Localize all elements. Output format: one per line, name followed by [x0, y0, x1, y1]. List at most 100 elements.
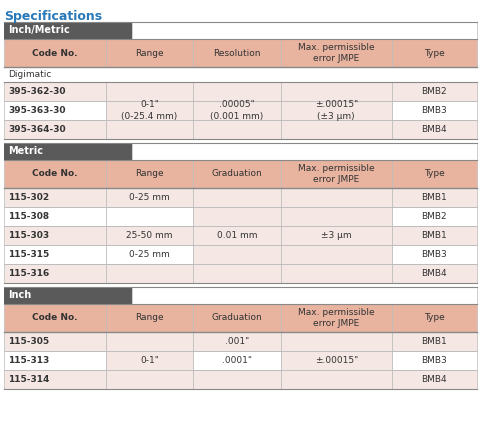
Bar: [193, 370, 280, 389]
Bar: [106, 304, 193, 332]
Bar: [4, 304, 106, 332]
Bar: [106, 160, 193, 188]
Text: Specifications: Specifications: [4, 10, 102, 23]
Bar: [280, 332, 391, 351]
Bar: [106, 39, 193, 67]
Text: 0-25 mm: 0-25 mm: [129, 250, 169, 259]
Text: BMB3: BMB3: [420, 106, 446, 115]
Bar: [280, 226, 391, 245]
Bar: [193, 245, 280, 264]
Bar: [193, 332, 280, 351]
Bar: [4, 160, 106, 188]
Text: Code No.: Code No.: [32, 314, 77, 323]
Text: 115-308: 115-308: [8, 212, 49, 221]
Bar: [280, 39, 391, 67]
Bar: [4, 332, 106, 351]
Bar: [132, 143, 476, 160]
Text: 0-25 mm: 0-25 mm: [129, 193, 169, 202]
Bar: [280, 188, 391, 283]
Text: Code No.: Code No.: [32, 48, 77, 57]
Bar: [106, 120, 193, 139]
Text: ±.00015"
(±3 μm): ±.00015" (±3 μm): [314, 101, 357, 121]
Text: ±3 μm: ±3 μm: [320, 231, 351, 240]
Text: .0001": .0001": [221, 356, 252, 365]
Text: 115-302: 115-302: [8, 193, 49, 202]
Bar: [391, 207, 476, 226]
Bar: [391, 370, 476, 389]
Bar: [193, 120, 280, 139]
Text: 115-303: 115-303: [8, 231, 49, 240]
Text: .00005"
(0.001 mm): .00005" (0.001 mm): [210, 101, 263, 121]
Bar: [193, 82, 280, 139]
Bar: [391, 120, 476, 139]
Bar: [4, 143, 132, 160]
Bar: [4, 82, 106, 101]
Text: 0.01 mm: 0.01 mm: [216, 231, 257, 240]
Bar: [391, 39, 476, 67]
Bar: [106, 264, 193, 283]
Bar: [4, 188, 106, 207]
Bar: [391, 332, 476, 351]
Bar: [106, 351, 193, 370]
Bar: [193, 188, 280, 283]
Text: BMB3: BMB3: [420, 250, 446, 259]
Text: Digimatic: Digimatic: [8, 70, 51, 79]
Text: BMB2: BMB2: [421, 87, 446, 96]
Text: Max. permissible
error JMPE: Max. permissible error JMPE: [297, 43, 374, 63]
Text: Graduation: Graduation: [211, 314, 262, 323]
Bar: [4, 287, 132, 304]
Text: Inch/Metric: Inch/Metric: [8, 25, 70, 35]
Text: BMB1: BMB1: [420, 231, 446, 240]
Text: Graduation: Graduation: [211, 169, 262, 178]
Bar: [280, 264, 391, 283]
Text: 0-1"
(0-25.4 mm): 0-1" (0-25.4 mm): [121, 101, 177, 121]
Bar: [193, 188, 280, 207]
Bar: [132, 287, 476, 304]
Bar: [4, 351, 106, 370]
Bar: [280, 370, 391, 389]
Text: Max. permissible
error JMPE: Max. permissible error JMPE: [297, 164, 374, 184]
Bar: [193, 160, 280, 188]
Bar: [193, 351, 280, 370]
Text: Range: Range: [135, 169, 163, 178]
Bar: [280, 82, 391, 139]
Text: BMB1: BMB1: [420, 337, 446, 346]
Text: Inch: Inch: [8, 290, 31, 301]
Text: 395-363-30: 395-363-30: [8, 106, 65, 115]
Bar: [106, 101, 193, 120]
Text: Code No.: Code No.: [32, 169, 77, 178]
Bar: [4, 67, 476, 82]
Bar: [280, 245, 391, 264]
Bar: [106, 207, 193, 226]
Bar: [106, 332, 193, 389]
Bar: [4, 370, 106, 389]
Bar: [280, 101, 391, 120]
Bar: [106, 82, 193, 101]
Bar: [391, 101, 476, 120]
Bar: [280, 188, 391, 207]
Text: 115-313: 115-313: [8, 356, 49, 365]
Bar: [280, 120, 391, 139]
Bar: [4, 245, 106, 264]
Bar: [280, 332, 391, 389]
Text: Range: Range: [135, 48, 163, 57]
Text: 395-362-30: 395-362-30: [8, 87, 65, 96]
Text: 25-50 mm: 25-50 mm: [126, 231, 172, 240]
Bar: [106, 188, 193, 207]
Bar: [280, 207, 391, 226]
Bar: [193, 226, 280, 245]
Text: 115-314: 115-314: [8, 375, 49, 384]
Bar: [106, 82, 193, 139]
Text: Metric: Metric: [8, 146, 43, 156]
Bar: [4, 101, 106, 120]
Bar: [4, 264, 106, 283]
Bar: [106, 226, 193, 245]
Text: .001": .001": [224, 337, 249, 346]
Text: 115-305: 115-305: [8, 337, 49, 346]
Bar: [193, 39, 280, 67]
Text: 0-1": 0-1": [140, 356, 158, 365]
Text: BMB4: BMB4: [421, 375, 446, 384]
Bar: [391, 226, 476, 245]
Bar: [391, 245, 476, 264]
Text: Resolution: Resolution: [213, 48, 260, 57]
